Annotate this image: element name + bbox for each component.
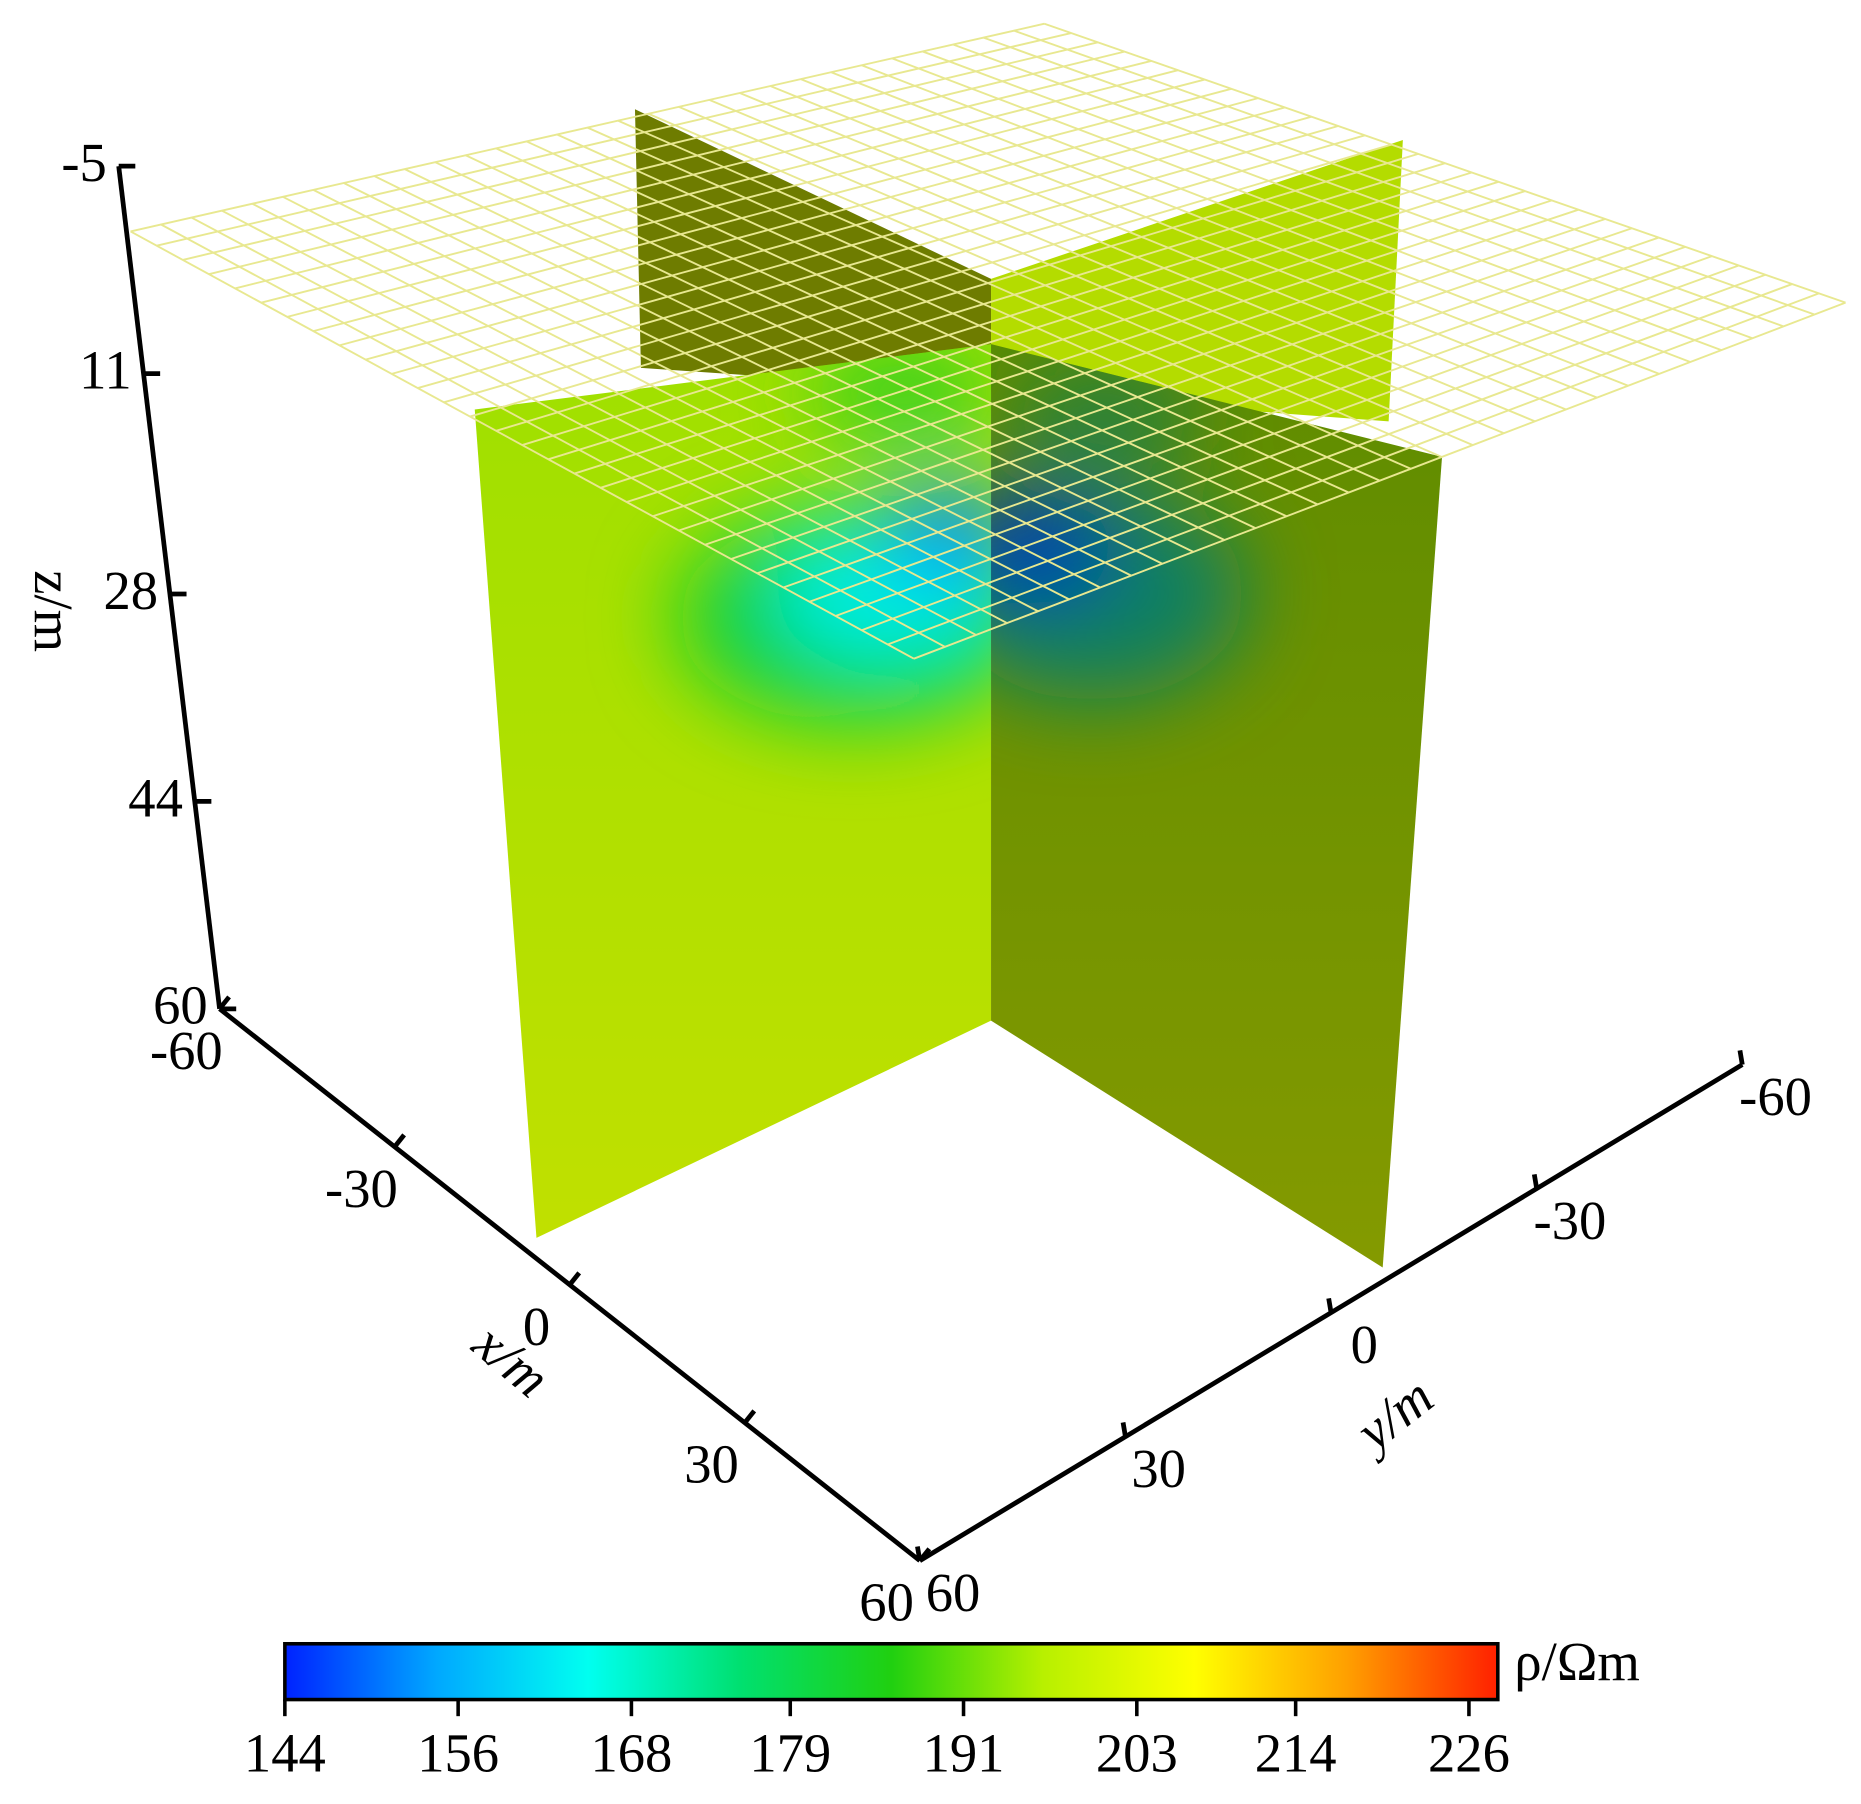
tick-label: 30 <box>684 1434 739 1495</box>
tick-mark <box>217 995 231 1011</box>
grid-line <box>835 273 1766 617</box>
tick-label: -60 <box>1739 1066 1812 1127</box>
colorbar-tick-label: 226 <box>1428 1722 1510 1783</box>
grid-line <box>922 50 1722 352</box>
y-axis-title: y/m <box>1341 1365 1445 1465</box>
tick-label: 0 <box>1351 1314 1378 1375</box>
tick-mark <box>915 1546 923 1562</box>
colorbar-tick-label: 179 <box>749 1722 831 1783</box>
tick-label: 11 <box>79 339 132 400</box>
grid-line <box>783 255 1713 589</box>
grid-line <box>809 264 1740 603</box>
colorbar-tick-label: 156 <box>417 1722 499 1783</box>
grid-line <box>983 36 1784 328</box>
tick-label: 44 <box>128 767 183 828</box>
grid-line <box>1044 22 1846 304</box>
back-slice <box>991 140 1403 422</box>
tick-label: -30 <box>325 1158 398 1219</box>
z-axis-title: z/m <box>23 570 84 652</box>
tick-label: 28 <box>103 560 158 621</box>
colorbar-tick-label: 168 <box>590 1722 672 1783</box>
tick-label: 60 <box>926 1562 981 1623</box>
tick-label: 60 <box>153 975 208 1036</box>
z-axis <box>116 165 222 1010</box>
tick-mark <box>1326 1298 1334 1314</box>
tick-label: 30 <box>1131 1438 1186 1499</box>
colorbar <box>283 1641 1500 1702</box>
grid-line <box>1013 29 1815 316</box>
tick-label: -30 <box>1534 1190 1607 1251</box>
tick-label: 0 <box>523 1296 550 1357</box>
colorbar-tick-label: 214 <box>1255 1722 1337 1783</box>
tick-label: -5 <box>61 132 106 193</box>
grid-line <box>861 283 1793 632</box>
colorbar-tick-label: 144 <box>244 1722 326 1783</box>
surface-grid <box>130 22 1846 660</box>
tick-mark <box>567 1271 582 1287</box>
grid-line <box>887 292 1820 646</box>
tick-label: -60 <box>150 1020 223 1081</box>
tick-label: 60 <box>859 1572 914 1633</box>
tick-mark <box>742 1409 757 1425</box>
tick-mark <box>1737 1049 1745 1065</box>
colorbar-title: ρ/Ωm <box>1514 1631 1639 1692</box>
colorbar-tick-label: 203 <box>1096 1722 1178 1783</box>
grid-line <box>952 43 1753 340</box>
colorbar-tick-label: 191 <box>923 1722 1005 1783</box>
tick-mark <box>1531 1173 1540 1190</box>
grid-line <box>913 301 1846 660</box>
tick-mark <box>1120 1422 1128 1438</box>
tick-mark <box>392 1133 406 1149</box>
